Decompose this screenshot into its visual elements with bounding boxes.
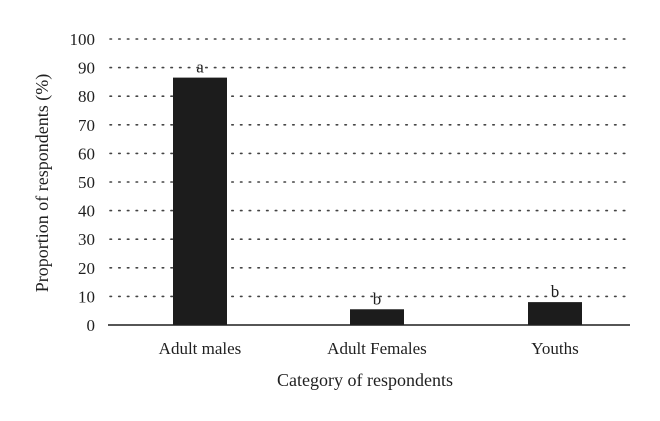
y-tick-label: 0	[87, 316, 96, 335]
data-label: a	[196, 58, 204, 77]
y-tick-label: 10	[78, 287, 95, 306]
bar	[350, 309, 404, 325]
x-tick-labels: Adult males Adult Females Youths	[159, 339, 579, 358]
y-tick-label: 20	[78, 259, 95, 278]
y-tick-label: 30	[78, 230, 95, 249]
y-tick-label: 40	[78, 202, 95, 221]
y-tick-label: 50	[78, 173, 95, 192]
y-tick-label: 100	[70, 30, 96, 49]
y-tick-label: 60	[78, 144, 95, 163]
x-tick-label: Adult males	[159, 339, 242, 358]
x-tick-label: Youths	[531, 339, 578, 358]
bar	[528, 302, 582, 325]
bar	[173, 77, 227, 325]
x-axis-title: Category of respondents	[277, 370, 453, 390]
y-tick-label: 70	[78, 116, 95, 135]
y-tick-labels: 0 10 20 30 40 50 60 70 80 90 100	[70, 30, 96, 335]
data-label: b	[373, 289, 382, 308]
y-tick-label: 80	[78, 87, 95, 106]
y-axis-title: Proportion of respondents (%)	[32, 74, 53, 292]
y-tick-label: 90	[78, 59, 95, 78]
bars	[173, 77, 582, 325]
data-labels: a b b	[196, 58, 559, 309]
data-label: b	[551, 282, 560, 301]
x-tick-label: Adult Females	[327, 339, 427, 358]
